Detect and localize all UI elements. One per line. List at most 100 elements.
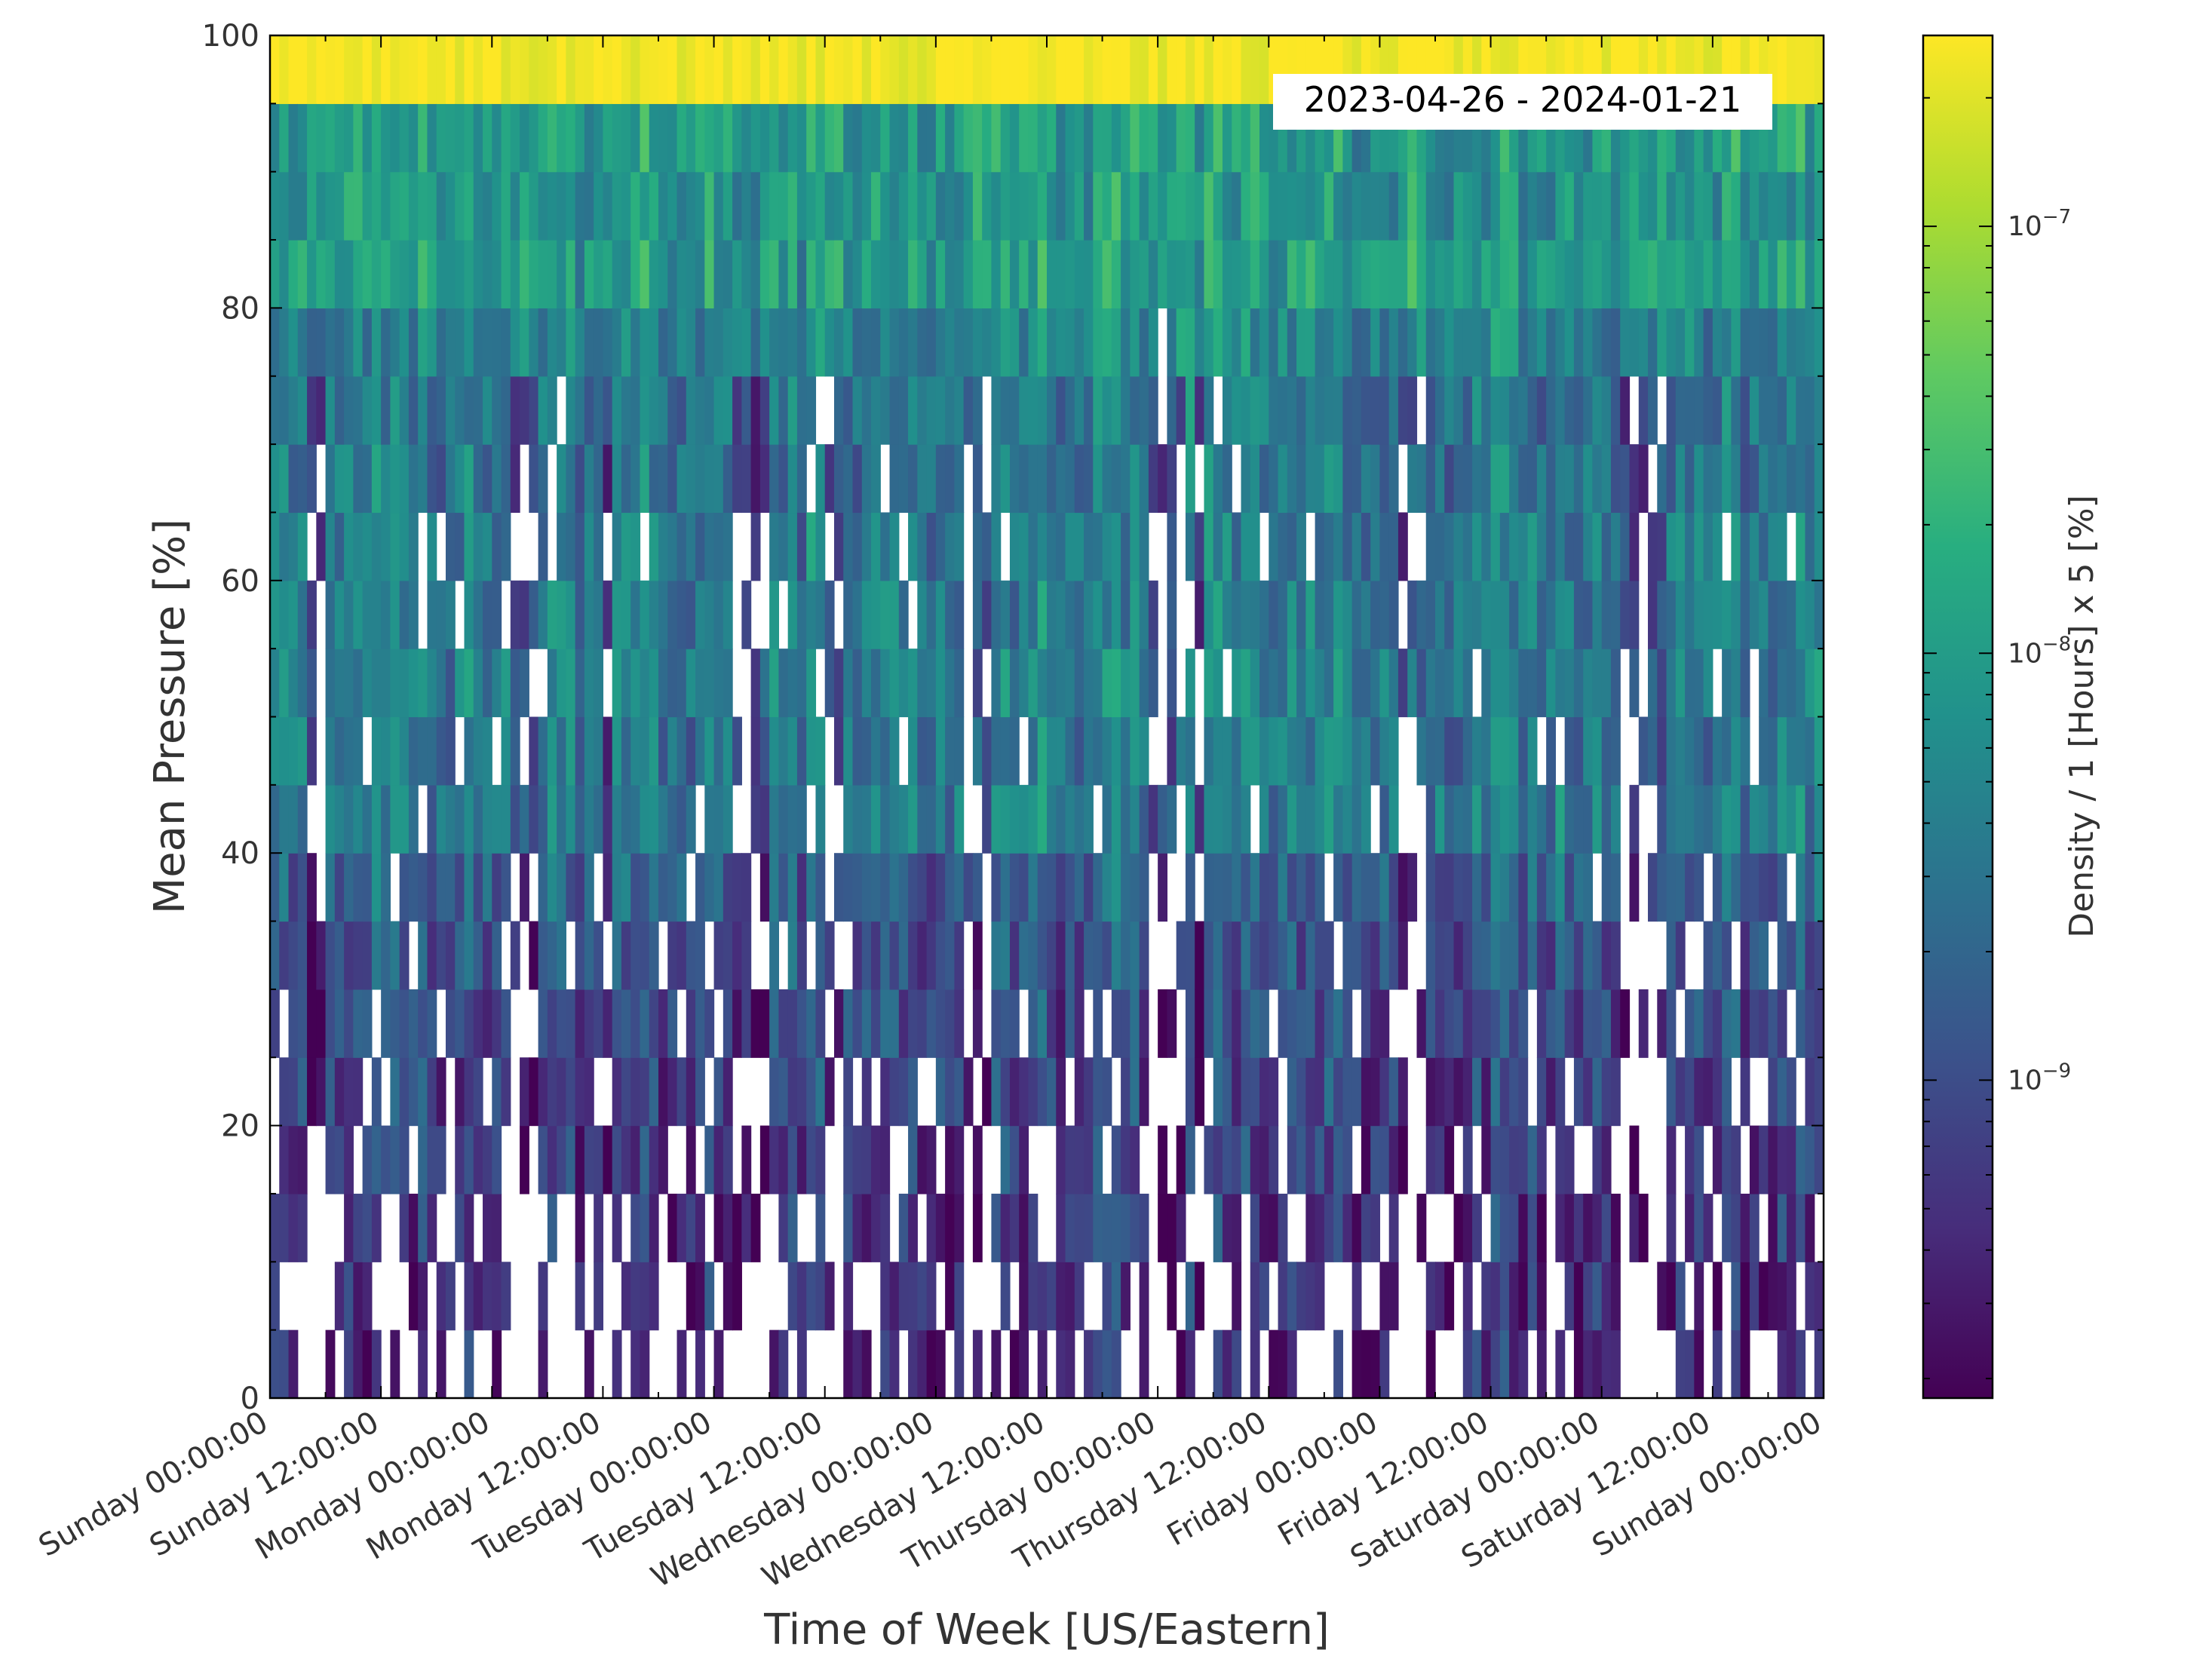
- heatmap-cell: [510, 921, 520, 990]
- heatmap-cell: [353, 444, 364, 514]
- heatmap-cell: [787, 580, 798, 649]
- heatmap-cell: [1518, 444, 1529, 514]
- heatmap-cell: [1583, 444, 1594, 514]
- heatmap-cell: [575, 376, 585, 445]
- heatmap-cell: [566, 512, 576, 581]
- heatmap-cell: [686, 376, 696, 445]
- heatmap-cell: [926, 989, 937, 1058]
- heatmap-cell: [1296, 853, 1306, 922]
- heatmap-cell: [1278, 784, 1288, 854]
- heatmap-cell: [796, 512, 807, 581]
- heatmap-cell: [991, 853, 1002, 922]
- heatmap-cell: [1287, 580, 1297, 649]
- heatmap-cell: [1490, 1057, 1501, 1127]
- heatmap-cell: [1102, 240, 1112, 308]
- heatmap-cell: [1037, 853, 1048, 922]
- heatmap-cell: [1435, 444, 1445, 514]
- heatmap-cell: [1232, 1125, 1242, 1194]
- heatmap-cell: [1805, 580, 1815, 649]
- heatmap-cell: [1416, 649, 1427, 718]
- heatmap-cell: [713, 376, 724, 445]
- heatmap-cell: [1167, 171, 1177, 241]
- heatmap-cell: [686, 103, 696, 173]
- heatmap-cell: [1610, 716, 1621, 786]
- heatmap-cell: [815, 1057, 826, 1127]
- heatmap-cell: [1610, 580, 1621, 649]
- heatmap-cell: [1499, 1262, 1510, 1331]
- heatmap-cell: [1037, 989, 1048, 1058]
- heatmap-cell: [307, 921, 317, 990]
- heatmap-cell: [1269, 1193, 1279, 1262]
- heatmap-cell: [371, 1057, 382, 1127]
- heatmap-cell: [926, 308, 937, 377]
- heatmap-cell: [1481, 1125, 1492, 1194]
- heatmap-cell: [334, 649, 345, 718]
- heatmap-cell: [1324, 1193, 1334, 1262]
- heatmap-cell: [473, 1057, 483, 1127]
- heatmap-cell: [1694, 444, 1704, 514]
- heatmap-cell: [963, 308, 974, 377]
- heatmap-cell: [1610, 1329, 1621, 1399]
- heatmap-cell: [1056, 580, 1066, 649]
- heatmap-cell: [787, 784, 798, 854]
- heatmap-cell: [1518, 240, 1529, 308]
- heatmap-cell: [1222, 1125, 1232, 1194]
- heatmap-cell: [353, 580, 364, 649]
- heatmap-cell: [704, 853, 715, 922]
- heatmap-cell: [861, 580, 872, 649]
- heatmap-cell: [1056, 1057, 1066, 1127]
- heatmap-cell: [815, 580, 826, 649]
- heatmap-cell: [445, 171, 456, 241]
- heatmap-cell: [1241, 376, 1251, 445]
- heatmap-cell: [695, 580, 705, 649]
- heatmap-cell: [492, 1125, 502, 1194]
- heatmap-cell: [1204, 1125, 1214, 1194]
- heatmap-cell: [1361, 921, 1371, 990]
- heatmap-cell: [1796, 580, 1806, 649]
- heatmap-cell: [1490, 853, 1501, 922]
- heatmap-cell: [852, 716, 863, 786]
- heatmap-cell: [1564, 853, 1575, 922]
- heatmap-cell: [1425, 308, 1436, 377]
- heatmap-cell: [1093, 1057, 1103, 1127]
- heatmap-cell: [889, 989, 900, 1058]
- heatmap-cell: [1204, 512, 1214, 581]
- heatmap-cell: [1185, 989, 1195, 1058]
- heatmap-cell: [621, 1262, 631, 1331]
- heatmap-cell: [436, 853, 446, 922]
- heatmap-cell: [455, 512, 465, 581]
- heatmap-cell: [917, 35, 928, 104]
- heatmap-cell: [1084, 1193, 1094, 1262]
- heatmap-cell: [1777, 921, 1787, 990]
- heatmap-cell: [667, 921, 678, 990]
- heatmap-cell: [1666, 716, 1677, 786]
- heatmap-cell: [1047, 784, 1057, 854]
- heatmap-cell: [926, 171, 937, 241]
- heatmap-cell: [1370, 921, 1381, 990]
- heatmap-cell: [612, 1193, 622, 1262]
- heatmap-cell: [270, 512, 280, 581]
- heatmap-cell: [1204, 784, 1214, 854]
- heatmap-cell: [1722, 921, 1732, 990]
- heatmap-cell: [880, 921, 891, 990]
- heatmap-cell: [686, 784, 696, 854]
- heatmap-cell: [1407, 444, 1418, 514]
- heatmap-cell: [1546, 376, 1557, 445]
- heatmap-cell: [1342, 580, 1353, 649]
- heatmap-cell: [1564, 512, 1575, 581]
- heatmap-cell: [972, 853, 983, 922]
- heatmap-cell: [1796, 35, 1806, 104]
- heatmap-cell: [1213, 35, 1223, 104]
- heatmap-cell: [334, 171, 345, 241]
- heatmap-cell: [1499, 649, 1510, 718]
- heatmap-cell: [1509, 580, 1519, 649]
- heatmap-cell: [1786, 444, 1796, 514]
- heatmap-cell: [1814, 103, 1824, 173]
- heatmap-cell: [843, 512, 854, 581]
- heatmap-cell: [1564, 784, 1575, 854]
- heatmap-cell: [1342, 1057, 1353, 1127]
- heatmap-cell: [557, 240, 566, 308]
- heatmap-cell: [1509, 716, 1519, 786]
- heatmap-cell: [510, 649, 520, 718]
- heatmap-cell: [861, 444, 872, 514]
